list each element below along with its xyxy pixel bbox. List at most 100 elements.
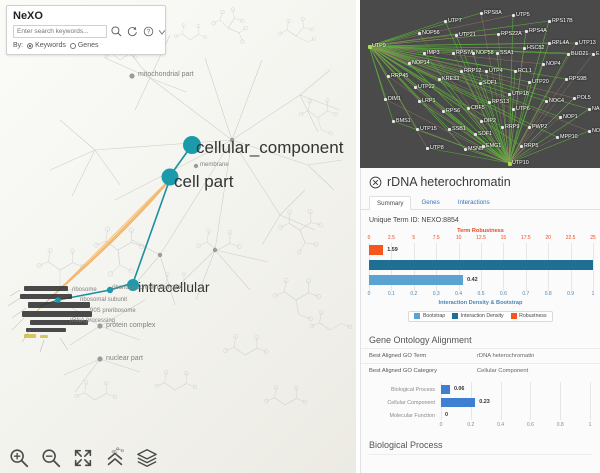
gene-node[interactable] <box>501 126 504 129</box>
search-icon[interactable] <box>110 25 123 38</box>
radio-genes-label: Genes <box>77 42 99 49</box>
gene-node[interactable] <box>392 120 395 123</box>
gene-node[interactable] <box>514 70 517 73</box>
gene-node[interactable] <box>387 75 390 78</box>
close-icon[interactable] <box>369 176 382 189</box>
collapse-icon[interactable] <box>104 447 126 469</box>
gene-node[interactable] <box>460 70 463 73</box>
node-cellular-component[interactable] <box>183 136 201 154</box>
gene-node[interactable] <box>525 30 528 33</box>
gene-node[interactable] <box>512 14 515 17</box>
gene-node[interactable] <box>573 97 576 100</box>
gene-interaction-network[interactable]: UTP9 UTP7 NOP56 UTP21 IMP3 RPS7A NOP14 RRP12 RRP… <box>360 0 600 168</box>
node-cell-part[interactable] <box>161 168 179 186</box>
term-detail-panel[interactable]: rDNA heterochromatin Summary Genes Inter… <box>360 168 600 473</box>
go-term-key: Best Aligned GO Term <box>369 353 427 359</box>
gene-node[interactable] <box>482 145 485 148</box>
gene-node[interactable] <box>467 107 470 110</box>
category-label: Cellular Component <box>387 400 435 406</box>
zoom-out-icon[interactable] <box>40 447 62 469</box>
search-input[interactable] <box>13 25 107 38</box>
gene-node[interactable] <box>414 86 417 89</box>
chart-bar <box>369 260 593 270</box>
gene-node[interactable] <box>592 53 595 56</box>
gene-node[interactable] <box>444 20 447 23</box>
gene-node[interactable] <box>408 62 411 65</box>
ontology-network-panel[interactable]: cellular_component cell part intracellul… <box>0 0 356 473</box>
axis-tick-label: 7.5 <box>432 235 440 241</box>
ontology-network-graph[interactable] <box>0 0 356 473</box>
node-intracellular[interactable] <box>127 279 139 291</box>
axis-tick-label: 0 <box>367 235 371 241</box>
axis-tick-label: 22.5 <box>565 235 576 241</box>
gene-node[interactable] <box>565 78 568 81</box>
bar-value-label: 0 <box>445 412 448 418</box>
fit-screen-icon[interactable] <box>72 447 94 469</box>
gene-node[interactable] <box>588 130 591 133</box>
radio-genes-dot[interactable] <box>69 42 76 49</box>
gene-node[interactable] <box>542 63 545 66</box>
search-panel[interactable]: NeXO ? By: <box>6 5 166 55</box>
help-icon[interactable]: ? <box>142 25 155 38</box>
gene-node[interactable] <box>452 52 455 55</box>
gene-node[interactable] <box>438 78 441 81</box>
gene-node[interactable] <box>480 12 483 15</box>
gene-node[interactable] <box>480 120 483 123</box>
axis-tick-label: 0.6 <box>499 291 507 297</box>
gene-node[interactable] <box>556 136 559 139</box>
gridline <box>593 243 594 291</box>
gene-node[interactable] <box>418 32 421 35</box>
zoom-in-icon[interactable] <box>8 447 30 469</box>
gene-node[interactable] <box>508 162 512 166</box>
axis-tick-label: 0.9 <box>567 291 575 297</box>
gene-node[interactable] <box>497 33 500 36</box>
tab-summary[interactable]: Summary <box>369 196 412 210</box>
gene-node[interactable] <box>508 93 511 96</box>
gene-node[interactable] <box>528 81 531 84</box>
gene-node[interactable] <box>472 52 475 55</box>
gene-node[interactable] <box>548 42 551 45</box>
gene-node[interactable] <box>416 128 419 131</box>
gene-node[interactable] <box>559 116 562 119</box>
radio-keywords[interactable]: Keywords <box>27 42 66 49</box>
gene-node[interactable] <box>455 34 458 37</box>
layers-icon[interactable] <box>136 447 158 469</box>
axis-tick-label: 0.6 <box>526 422 534 428</box>
gene-node[interactable] <box>496 52 499 55</box>
gene-node[interactable] <box>485 70 488 73</box>
radio-genes[interactable]: Genes <box>69 42 99 49</box>
gene-node[interactable] <box>418 100 421 103</box>
legend-swatch-interaction-density <box>452 313 459 319</box>
gene-node[interactable] <box>512 108 515 111</box>
gridline <box>590 382 591 420</box>
gene-node[interactable] <box>442 110 445 113</box>
gene-node[interactable] <box>545 100 548 103</box>
gene-node[interactable] <box>426 147 429 150</box>
gene-node[interactable] <box>448 128 451 131</box>
gene-node[interactable] <box>548 20 551 23</box>
refresh-icon[interactable] <box>126 25 139 38</box>
radio-keywords-dot[interactable] <box>27 42 34 49</box>
gene-node[interactable] <box>368 45 372 49</box>
tab-interactions[interactable]: Interactions <box>457 199 490 206</box>
gene-node[interactable] <box>474 133 477 136</box>
gene-node[interactable] <box>528 126 531 129</box>
gene-node[interactable] <box>384 98 387 101</box>
axis-tick-label: 0.4 <box>497 422 505 428</box>
gene-node[interactable] <box>479 82 482 85</box>
gene-node[interactable] <box>523 47 526 50</box>
gene-node[interactable] <box>464 148 467 151</box>
chevron-down-icon[interactable] <box>158 27 166 37</box>
gene-node[interactable] <box>588 108 591 111</box>
radio-keywords-label: Keywords <box>35 42 66 49</box>
go-alignment-chart: 0.06 0.23 0 0 0.2 0.4 0.6 0.8 1 Biological Proc… <box>369 382 592 434</box>
tab-genes[interactable]: Genes <box>421 199 440 206</box>
gene-node[interactable] <box>575 42 578 45</box>
search-by-row: By: Keywords Genes <box>13 42 159 49</box>
gene-node[interactable] <box>423 52 426 55</box>
gene-node[interactable] <box>567 53 570 56</box>
go-term-value: rDNA heterochromatin <box>477 353 535 359</box>
gene-node[interactable] <box>520 145 523 148</box>
gene-node[interactable] <box>488 101 491 104</box>
robustness-legend-wrap: Bootstrap Interaction Density Robustness <box>369 306 592 324</box>
